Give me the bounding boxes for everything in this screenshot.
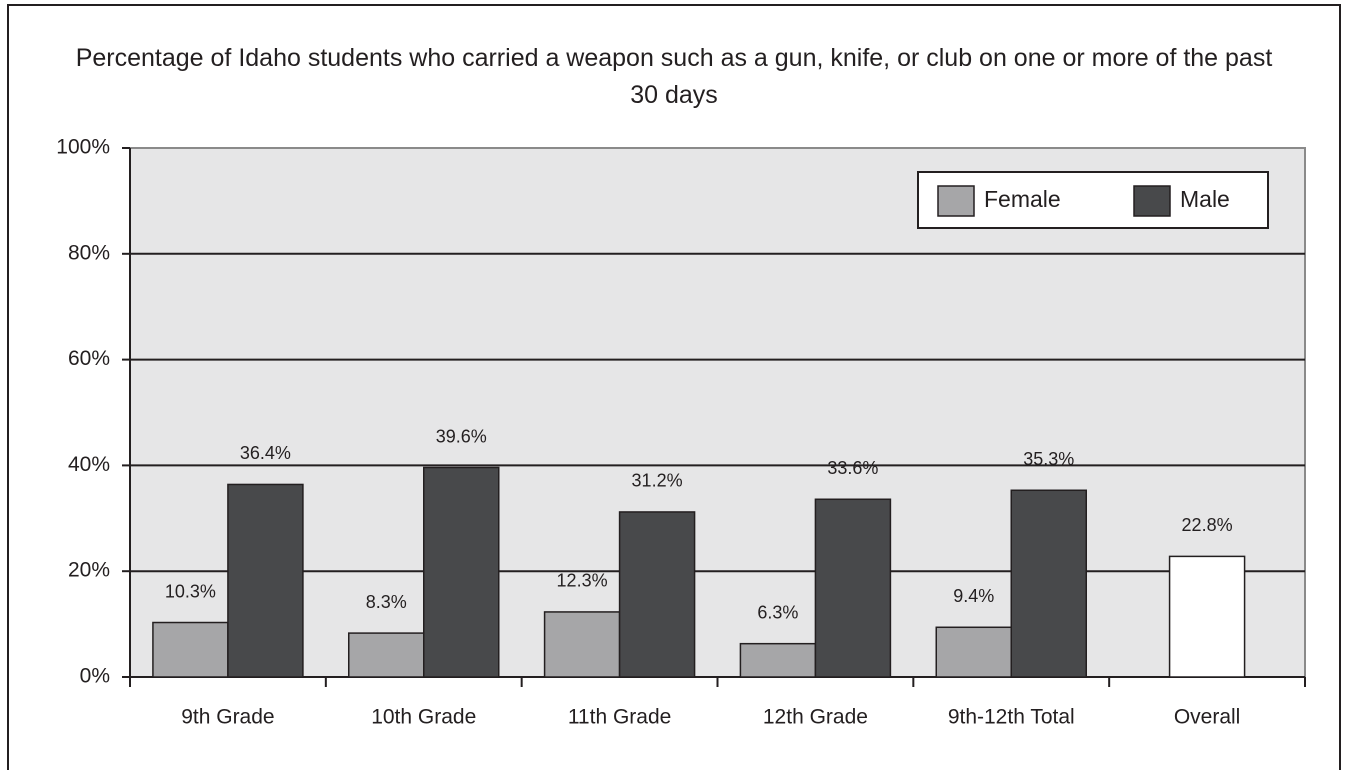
bar (1010, 489, 1087, 678)
bar (618, 511, 696, 678)
data-label: 35.3% (1023, 449, 1074, 469)
legend-box (917, 171, 1269, 229)
x-tick-label: 9th-12th Total (948, 706, 1075, 729)
data-label: 31.2% (632, 471, 683, 491)
x-tick-label: 10th Grade (371, 706, 476, 729)
x-tick-label: 9th Grade (181, 706, 274, 729)
data-label: 6.3% (757, 602, 798, 622)
bar (423, 466, 500, 678)
x-tick-label: Overall (1174, 706, 1241, 729)
y-tick-label: 80% (68, 241, 110, 264)
y-tick-label: 100% (56, 136, 110, 159)
bar (227, 483, 304, 678)
x-tick-label: 12th Grade (763, 706, 868, 729)
data-label: 39.6% (436, 426, 487, 446)
legend-label: Female (984, 186, 1061, 212)
frame (7, 4, 1341, 770)
y-tick-label: 40% (68, 453, 110, 476)
bar (1168, 555, 1246, 678)
chart-title: Percentage of Idaho students who carried… (75, 44, 1273, 109)
data-label: 9.4% (953, 586, 994, 606)
data-label: 33.6% (827, 458, 878, 478)
bar (348, 632, 425, 678)
data-label: 22.8% (1182, 515, 1233, 535)
x-tick-label: 11th Grade (568, 706, 672, 729)
bar (739, 642, 817, 678)
data-label: 10.3% (165, 581, 216, 601)
bar (814, 498, 892, 678)
y-tick-label: 20% (68, 559, 110, 582)
bar (935, 626, 1012, 678)
legend-swatch (937, 185, 975, 217)
bar (543, 611, 621, 678)
legend-swatch (1133, 185, 1171, 217)
data-label: 12.3% (557, 571, 608, 591)
data-label: 8.3% (366, 592, 407, 612)
y-tick-label: 0% (80, 665, 110, 688)
bar (152, 621, 229, 678)
legend-label: Male (1180, 186, 1230, 212)
data-label: 36.4% (240, 443, 291, 463)
y-tick-label: 60% (68, 347, 110, 370)
